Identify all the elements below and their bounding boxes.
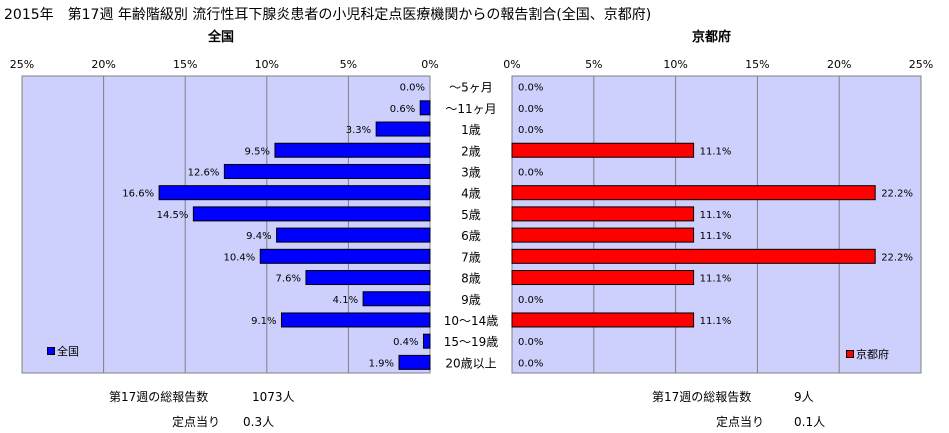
category-label: 5歳 [461,208,481,222]
kyoto-bar [511,248,876,264]
kyoto-bar [511,312,695,328]
national-data-label: 7.6% [276,274,301,285]
legend-national-label: 全国 [57,345,79,358]
national-x-tick-label: 5% [340,58,357,71]
national-data-label: 3.3% [346,125,371,136]
category-label: 1歳 [461,123,481,137]
national-data-label: 9.4% [246,231,271,242]
national-bar [158,185,431,201]
national-panel-title: 全国 [208,30,235,45]
category-label: 9歳 [461,293,481,307]
kyoto-x-tick-label: 20% [827,58,851,71]
national-x-tick-label: 10% [255,58,279,71]
category-label: 20歳以上 [445,356,496,370]
national-bar [259,248,431,264]
kyoto-panel-title: 京都府 [692,30,732,45]
kyoto-data-label: 0.0% [518,167,543,178]
kyoto-data-label: 22.2% [881,252,913,263]
kyoto-data-label: 0.0% [518,83,543,94]
kyoto-x-tick-label: 15% [745,58,769,71]
national-data-label: 9.5% [245,146,270,157]
national-data-label: 9.1% [251,316,276,327]
kyoto-data-label: 0.0% [518,337,543,348]
kyoto-x-tick-label: 10% [663,58,687,71]
national-bar [274,142,431,158]
national-bar [419,100,431,116]
category-label: 6歳 [461,229,481,243]
national-bar [223,163,431,179]
kyoto-bar [511,142,695,158]
national-per-label: 定点当り [172,415,221,429]
chart-title: 2015年 第17週 年齢階級別 流行性耳下腺炎患者の小児科定点医療機関からの報… [4,7,652,23]
kyoto-x-tick-label: 5% [585,58,602,71]
category-label: 7歳 [461,250,481,264]
national-x-tick-label: 0% [421,58,438,71]
legend-kyoto-label: 京都府 [856,348,889,361]
national-bar [422,333,431,349]
national-bar [192,206,431,222]
kyoto-bar [511,206,695,222]
category-label: ～11ヶ月 [445,102,496,116]
kyoto-data-label: 0.0% [518,358,543,369]
kyoto-data-label: 0.0% [518,104,543,115]
national-per-value: 0.3人 [243,415,275,429]
kyoto-bar [511,270,695,286]
category-label: 15～19歳 [444,335,499,349]
category-label: 8歳 [461,272,481,286]
kyoto-data-label: 22.2% [881,189,913,200]
national-data-label: 0.4% [393,337,418,348]
national-total-label: 第17週の総報告数 [109,390,209,404]
kyoto-total-label: 第17週の総報告数 [652,390,752,404]
category-label: ～5ヶ月 [449,81,493,95]
national-bar [276,227,431,243]
national-plot-background [21,75,431,374]
legend-kyoto-swatch [846,350,854,358]
kyoto-per-value: 0.1人 [794,415,826,429]
national-bar [305,270,431,286]
national-data-label: 12.6% [188,167,220,178]
national-data-label: 0.0% [400,83,425,94]
national-bar [280,312,431,328]
category-label: 2歳 [461,144,481,158]
kyoto-data-label: 11.1% [700,231,732,242]
kyoto-x-tick-label: 25% [909,58,933,71]
national-data-label: 16.6% [122,189,154,200]
category-label: 4歳 [461,187,481,201]
kyoto-x-tick-label: 0% [503,58,520,71]
national-data-label: 14.5% [157,210,189,221]
kyoto-data-label: 11.1% [700,146,732,157]
kyoto-data-label: 11.1% [700,274,732,285]
kyoto-total-value: 9人 [794,390,814,404]
national-data-label: 1.9% [369,358,394,369]
national-data-label: 4.1% [333,295,358,306]
legend-national: 全国 [47,343,79,359]
kyoto-bar [511,227,695,243]
national-bar [375,121,431,137]
category-label: 3歳 [461,165,481,179]
category-label: 10～14歳 [444,314,499,328]
kyoto-bar [511,185,876,201]
national-x-tick-label: 20% [91,58,115,71]
national-x-tick-label: 15% [173,58,197,71]
national-data-label: 10.4% [223,252,255,263]
national-data-label: 0.6% [390,104,415,115]
kyoto-data-label: 0.0% [518,125,543,136]
national-total-value: 1073人 [252,390,295,404]
kyoto-plot-background [511,75,922,374]
national-bar [398,354,431,370]
legend-national-swatch [47,347,55,355]
kyoto-data-label: 11.1% [700,316,732,327]
national-bar [362,291,431,307]
legend-kyoto: 京都府 [846,346,889,362]
kyoto-data-label: 11.1% [700,210,732,221]
kyoto-data-label: 0.0% [518,295,543,306]
kyoto-per-label: 定点当り [716,415,765,429]
national-x-tick-label: 25% [10,58,34,71]
